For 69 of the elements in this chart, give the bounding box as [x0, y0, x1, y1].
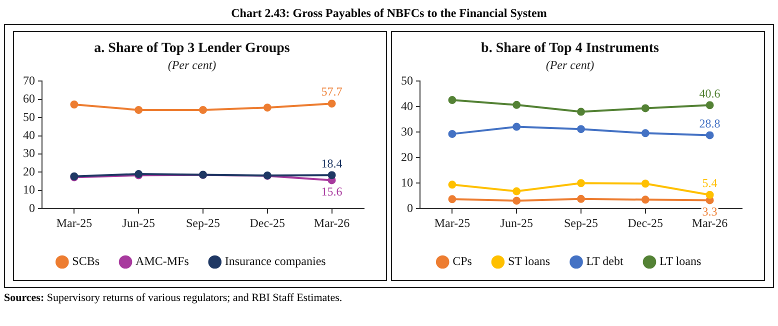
y-tick-label: 50 — [401, 73, 413, 88]
y-tick-label: 0 — [407, 200, 413, 215]
chart-subtitle: (Per cent) — [546, 58, 594, 72]
y-tick-label: 20 — [401, 150, 413, 164]
data-label: 3.3 — [702, 204, 718, 218]
text: Chart 2.43: Gross Payables of NBFCs to the Financial System — [230, 5, 548, 22]
point — [577, 108, 585, 116]
data-label: 5.4 — [702, 176, 718, 190]
y-tick-label: 50 — [23, 110, 35, 124]
point — [328, 100, 336, 108]
y-tick-label: 40 — [401, 98, 413, 113]
legend-label: CPs — [452, 254, 472, 268]
x-tick-label: Mar-25 — [434, 216, 470, 230]
point — [641, 180, 650, 188]
point — [641, 196, 650, 204]
point — [706, 190, 714, 199]
x-tick-label: Dec-25 — [628, 216, 664, 230]
point — [70, 100, 78, 108]
x-tick-label: Mar-26 — [314, 216, 350, 230]
legend-label: ST loans — [508, 254, 550, 268]
source-note: Sources: Supervisory returns of various regulators; and RBI Staff Estimates. — [4, 292, 344, 304]
chart-title: a. Share of Top 3 Lender Groups — [94, 41, 290, 56]
x-tick-label: Jun-25 — [122, 216, 155, 230]
point — [706, 131, 714, 140]
x-tick-label: Dec-25 — [250, 216, 286, 230]
point — [134, 106, 143, 114]
data-label: 15.6 — [321, 184, 342, 198]
point — [448, 96, 456, 104]
y-tick-label: 20 — [23, 164, 35, 178]
point — [706, 101, 714, 110]
data-label: 40.6 — [699, 86, 720, 100]
x-tick-label: Sep-25 — [564, 216, 598, 230]
y-tick-label: 0 — [29, 200, 35, 215]
point — [263, 104, 272, 112]
legend-label: LT debt — [586, 254, 624, 268]
point — [512, 122, 521, 131]
chart-title: b. Share of Top 4 Instruments — [481, 41, 660, 56]
y-tick-label: 10 — [401, 175, 413, 190]
point — [641, 104, 650, 112]
point — [199, 106, 207, 114]
point — [577, 125, 585, 134]
point — [512, 187, 521, 196]
y-tick-label: 40 — [23, 128, 35, 142]
y-tick-label: 30 — [23, 146, 35, 160]
legend-label: AMC-MFs — [136, 254, 190, 268]
x-tick-label: Mar-26 — [692, 216, 728, 230]
x-tick-label: Sep-25 — [186, 216, 220, 230]
point — [328, 171, 336, 180]
x-tick-label: Mar-25 — [56, 216, 92, 230]
legend-label: SCBs — [72, 254, 100, 268]
data-label: 18.4 — [321, 156, 342, 170]
point — [641, 129, 650, 138]
data-label: 28.8 — [699, 116, 720, 130]
point — [512, 100, 521, 109]
point — [577, 179, 585, 188]
legend-label: LT loans — [660, 254, 702, 268]
x-tick-label: Jun-25 — [500, 216, 533, 230]
legend-label: Insurance companies — [224, 254, 326, 268]
chart-subtitle: (Per cent) — [168, 58, 216, 72]
y-tick-label: 60 — [23, 92, 35, 106]
point — [448, 195, 456, 204]
y-tick-label: 10 — [23, 182, 35, 197]
data-label: 57.7 — [321, 84, 342, 99]
y-tick-label: 30 — [401, 124, 413, 138]
point — [577, 194, 585, 203]
point — [448, 130, 456, 138]
y-tick-label: 70 — [23, 73, 35, 88]
point — [512, 196, 521, 205]
point — [448, 180, 456, 189]
